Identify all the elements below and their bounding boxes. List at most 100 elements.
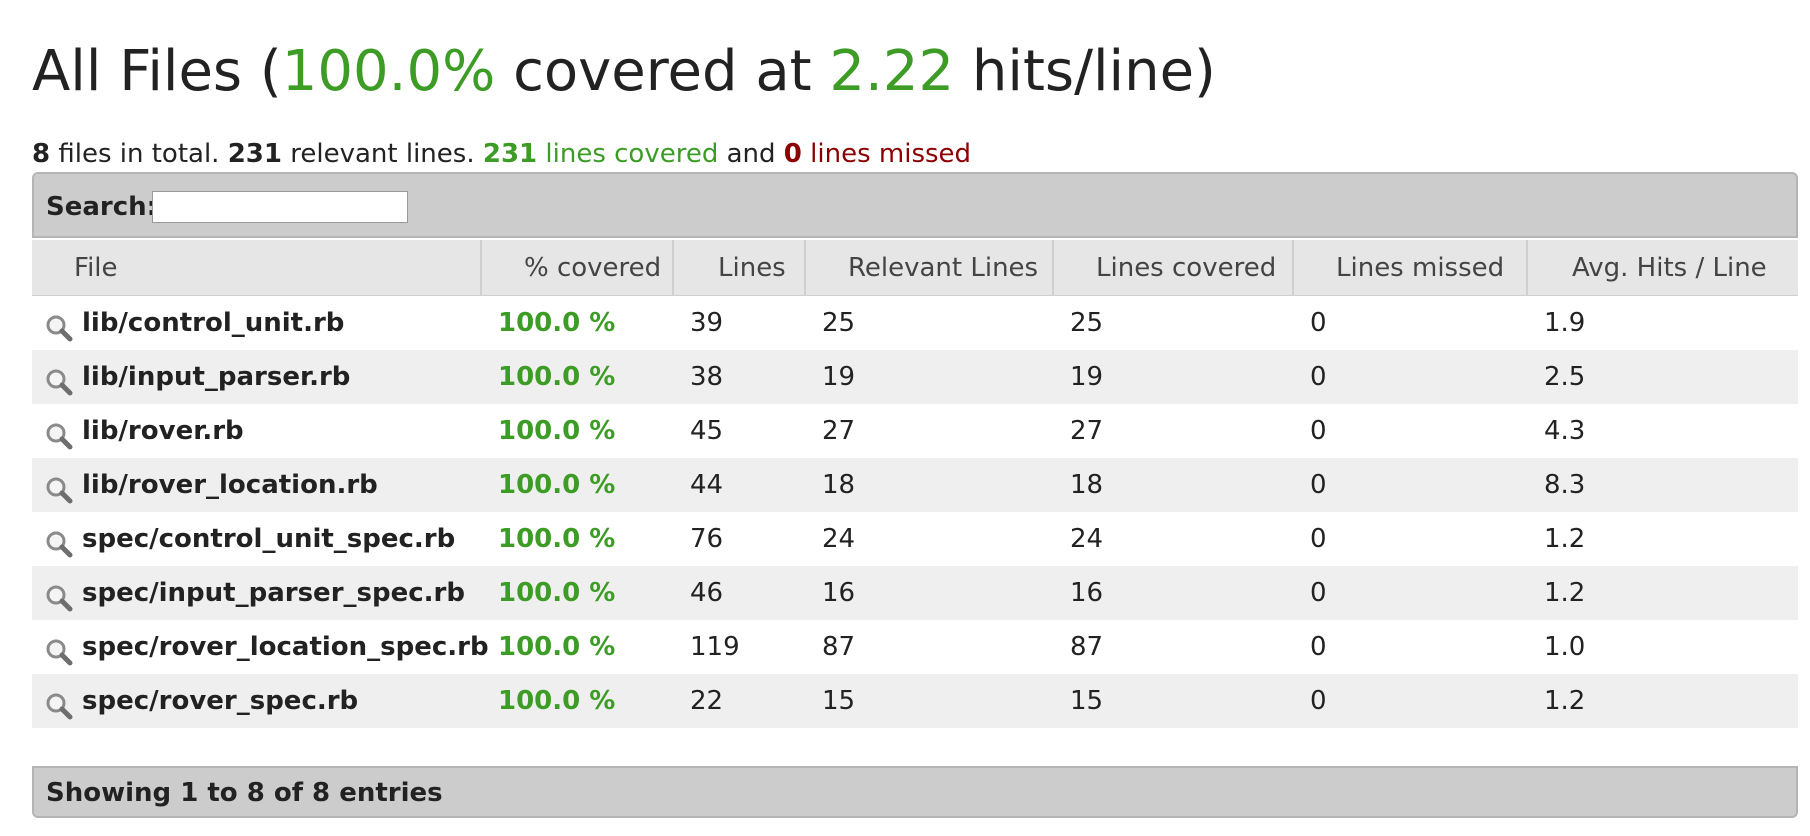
lines-missed-cell: 0 — [1310, 524, 1327, 554]
table-row: spec/input_parser_spec.rb 100.0 % 46 16 16 0 1… — [32, 566, 1798, 620]
covered-count: 231 — [482, 139, 538, 169]
table-row: spec/control_unit_spec.rb 100.0 % 76 24 24 0 1… — [32, 512, 1798, 566]
percent-covered-cell: 100.0 % — [498, 416, 616, 446]
avg-hits-cell: 1.2 — [1544, 686, 1586, 716]
table-info: Showing 1 to 8 of 8 entries — [46, 778, 443, 808]
table-row: lib/control_unit.rb 100.0 % 39 25 25 0 1.9 — [32, 296, 1798, 350]
title-middle: covered at — [495, 39, 830, 104]
lines-cell: 119 — [690, 632, 740, 662]
percent-covered-cell: 100.0 % — [498, 308, 616, 338]
table-row: lib/rover.rb 100.0 % 45 27 27 0 4.3 — [32, 404, 1798, 458]
table-row: spec/rover_spec.rb 100.0 % 22 15 15 0 1.2 — [32, 674, 1798, 728]
avg-hits-cell: 4.3 — [1544, 416, 1586, 446]
avg-hits-cell: 1.2 — [1544, 578, 1586, 608]
file-link[interactable]: spec/rover_spec.rb — [82, 686, 359, 716]
lines-cell: 44 — [690, 470, 724, 500]
file-cell: lib/control_unit.rb — [44, 296, 344, 350]
relevant-count: 231 — [227, 139, 282, 169]
relevant-text: relevant lines. — [282, 139, 483, 169]
lines-covered-cell: 18 — [1070, 470, 1104, 500]
column-header-file[interactable]: File — [32, 240, 482, 296]
title-prefix: All Files ( — [32, 39, 282, 104]
magnifier-icon[interactable] — [44, 578, 74, 612]
magnifier-icon[interactable] — [44, 362, 74, 396]
magnifier-icon[interactable] — [44, 632, 74, 666]
relevant-lines-cell: 15 — [822, 686, 856, 716]
table-header: File % covered Lines Relevant Lines Line… — [32, 240, 1798, 296]
avg-hits-cell: 2.5 — [1544, 362, 1586, 392]
percent-covered-cell: 100.0 % — [498, 632, 616, 662]
file-link[interactable]: spec/rover_location_spec.rb — [82, 632, 489, 662]
lines-cell: 22 — [690, 686, 724, 716]
missed-text: lines missed — [801, 139, 972, 169]
search-bar: Search: — [32, 172, 1798, 238]
column-header-lines-covered[interactable]: Lines covered — [1054, 240, 1294, 296]
percent-covered-cell: 100.0 % — [498, 686, 616, 716]
title-suffix: hits/line) — [954, 39, 1216, 104]
lines-missed-cell: 0 — [1310, 416, 1327, 446]
magnifier-icon[interactable] — [44, 470, 74, 504]
file-link[interactable]: spec/control_unit_spec.rb — [82, 524, 456, 554]
table-row: lib/rover_location.rb 100.0 % 44 18 18 0 8.3 — [32, 458, 1798, 512]
search-label: Search: — [46, 192, 158, 222]
lines-covered-cell: 24 — [1070, 524, 1104, 554]
relevant-lines-cell: 87 — [822, 632, 856, 662]
table-row: spec/rover_location_spec.rb 100.0 % 119 87 8… — [32, 620, 1798, 674]
lines-cell: 38 — [690, 362, 724, 392]
lines-missed-cell: 0 — [1310, 308, 1327, 338]
and-text: and — [718, 139, 784, 169]
file-link[interactable]: lib/control_unit.rb — [82, 308, 345, 338]
file-list-table: File % covered Lines Relevant Lines Line… — [32, 240, 1798, 728]
lines-cell: 39 — [690, 308, 724, 338]
covered-text: lines covered — [537, 139, 719, 169]
relevant-lines-cell: 25 — [822, 308, 856, 338]
lines-cell: 46 — [690, 578, 724, 608]
file-link[interactable]: lib/rover_location.rb — [82, 470, 378, 500]
file-cell: spec/control_unit_spec.rb — [44, 512, 455, 566]
relevant-lines-cell: 27 — [822, 416, 856, 446]
magnifier-icon[interactable] — [44, 308, 74, 342]
column-header-percent-covered[interactable]: % covered — [482, 240, 674, 296]
magnifier-icon[interactable] — [44, 524, 74, 558]
missed-count: 0 — [783, 139, 802, 169]
percent-covered-cell: 100.0 % — [498, 524, 616, 554]
search-input[interactable] — [152, 191, 408, 223]
file-link[interactable]: lib/rover.rb — [82, 416, 244, 446]
relevant-lines-cell: 16 — [822, 578, 856, 608]
file-cell: lib/rover_location.rb — [44, 458, 378, 512]
file-cell: spec/rover_location_spec.rb — [44, 620, 489, 674]
files-count: 8 — [32, 139, 51, 169]
page-title: All Files (100.0% covered at 2.22 hits/l… — [32, 36, 1216, 108]
lines-covered-cell: 25 — [1070, 308, 1104, 338]
percent-covered-cell: 100.0 % — [498, 578, 616, 608]
column-header-lines[interactable]: Lines — [674, 240, 806, 296]
table-row: lib/input_parser.rb 100.0 % 38 19 19 0 2.5 — [32, 350, 1798, 404]
title-hits: 2.22 — [829, 39, 955, 104]
relevant-lines-cell: 18 — [822, 470, 856, 500]
lines-missed-cell: 0 — [1310, 470, 1327, 500]
lines-covered-cell: 27 — [1070, 416, 1104, 446]
file-cell: spec/rover_spec.rb — [44, 674, 358, 728]
coverage-summary: 8 files in total. 231 relevant lines. 23… — [32, 136, 971, 172]
file-link[interactable]: spec/input_parser_spec.rb — [82, 578, 465, 608]
column-header-lines-missed[interactable]: Lines missed — [1294, 240, 1528, 296]
column-header-avg-hits[interactable]: Avg. Hits / Line — [1572, 253, 1767, 283]
avg-hits-cell: 8.3 — [1544, 470, 1586, 500]
magnifier-icon[interactable] — [44, 416, 74, 450]
column-header-relevant-lines[interactable]: Relevant Lines — [806, 240, 1054, 296]
file-link[interactable]: lib/input_parser.rb — [82, 362, 351, 392]
avg-hits-cell: 1.2 — [1544, 524, 1586, 554]
percent-covered-cell: 100.0 % — [498, 362, 616, 392]
lines-missed-cell: 0 — [1310, 362, 1327, 392]
percent-covered-cell: 100.0 % — [498, 470, 616, 500]
magnifier-icon[interactable] — [44, 686, 74, 720]
lines-covered-cell: 15 — [1070, 686, 1104, 716]
lines-cell: 76 — [690, 524, 724, 554]
title-percent: 100.0% — [281, 39, 496, 104]
table-body: lib/control_unit.rb 100.0 % 39 25 25 0 1.9 lib/… — [32, 296, 1798, 728]
relevant-lines-cell: 19 — [822, 362, 856, 392]
file-cell: lib/input_parser.rb — [44, 350, 350, 404]
files-text: files in total. — [50, 139, 228, 169]
table-footer: Showing 1 to 8 of 8 entries — [32, 766, 1798, 818]
